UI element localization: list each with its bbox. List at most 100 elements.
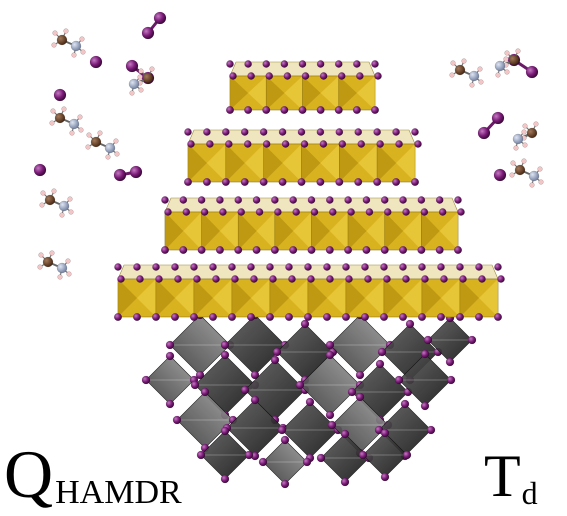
gold-octahedron-shade: [339, 144, 359, 182]
carbon-atom: [514, 164, 526, 176]
gold-octahedron-shade: [225, 144, 245, 182]
iodine-atom: [170, 312, 180, 322]
iodine-atom: [436, 312, 446, 322]
iodine-atom: [316, 60, 325, 68]
iodine-atom: [373, 177, 382, 187]
iodine-atom: [325, 245, 334, 255]
iodine-atom: [437, 263, 445, 271]
dark-octahedron: [423, 313, 477, 367]
nitrogen-atom: [70, 40, 82, 52]
gold-octahedron-highlight: [289, 279, 308, 317]
iodine-atom: [237, 208, 246, 216]
iodine-atom: [208, 312, 218, 322]
iodine-atom: [316, 105, 325, 115]
iodine-atom: [379, 312, 389, 322]
hydrogen-atom: [538, 179, 544, 185]
nitrogen-atom: [68, 118, 80, 130]
iodine-atom: [325, 350, 335, 360]
iodine-atom: [417, 245, 426, 255]
gold-octahedron-highlight: [213, 279, 232, 317]
iodine-atom: [376, 140, 385, 148]
methylammonium-molecule-icon: [37, 250, 72, 280]
iodine-atom: [303, 312, 313, 322]
gold-octahedron-shade: [384, 212, 404, 250]
iodine-atom: [380, 245, 389, 255]
iodine-atom: [153, 11, 167, 25]
iodine-atom: [352, 105, 361, 115]
iodine-atom: [141, 375, 151, 385]
iodine-atom: [477, 126, 491, 140]
iodine-atom: [195, 370, 205, 380]
iodine-atom: [234, 196, 243, 204]
iodine-atom: [383, 275, 391, 283]
iodine-atom: [151, 312, 161, 322]
iodine-atom: [370, 105, 380, 115]
iodine-atom: [354, 177, 363, 187]
gold-layer: [113, 263, 505, 322]
iodine-atom: [399, 245, 408, 255]
iodine-atom: [226, 60, 234, 68]
iodine-atom: [216, 196, 224, 204]
hydrogen-atom: [138, 68, 144, 74]
iodine-atom: [289, 245, 298, 255]
iodine-atom: [325, 340, 335, 350]
iodine-atom: [197, 196, 206, 204]
iodine-atom: [284, 312, 294, 322]
hydrogen-atom: [533, 121, 539, 127]
hydrogen-atom: [49, 250, 55, 256]
iodine-atom: [325, 410, 335, 420]
dark-octahedron: [220, 310, 290, 380]
gold-octahedron-highlight: [244, 144, 264, 182]
iodine-atom: [493, 312, 503, 322]
iodine-atom: [231, 275, 239, 283]
iodine-atom: [459, 275, 467, 283]
gold-octahedron-highlight: [366, 212, 385, 250]
iodine-atom: [307, 245, 316, 255]
hydrogen-atom: [78, 127, 84, 133]
iodine-atom: [258, 457, 268, 467]
iodine-atom: [417, 196, 426, 204]
iodine-atom: [202, 177, 211, 187]
gold-octahedron-shade: [263, 144, 283, 182]
gold-octahedron-highlight: [396, 144, 415, 182]
hydrogen-atom: [522, 142, 528, 148]
iodine-atom: [334, 105, 343, 115]
iodine-atom: [494, 263, 502, 271]
hydrogen-atom: [57, 274, 63, 280]
iodine-atom: [283, 72, 292, 80]
iodine-atom: [337, 72, 346, 80]
iodine-atom: [274, 208, 282, 216]
iodine-atom: [398, 312, 408, 322]
iodine-atom: [200, 208, 209, 216]
hydrogen-atom: [515, 48, 521, 54]
iodine-atom: [209, 263, 217, 271]
iodine-atom: [165, 351, 175, 361]
iodine-atom: [259, 128, 268, 136]
iodine-atom: [491, 111, 505, 125]
iodine-atom: [225, 105, 235, 115]
iodine-atom: [250, 395, 260, 405]
iodine-atom: [117, 275, 125, 283]
iodine-atom: [354, 128, 363, 136]
iodine-atom: [392, 177, 401, 187]
iodine-atom: [247, 72, 255, 80]
iodine-atom: [438, 208, 447, 216]
iodine-atom: [399, 196, 407, 204]
iodine-atom: [400, 399, 410, 409]
label-right-main: T: [484, 443, 521, 509]
hydrogen-atom: [38, 252, 44, 258]
iodine-atom: [335, 128, 344, 136]
iodine-atom: [133, 263, 141, 271]
hydrogen-atom: [68, 209, 74, 215]
gold-octahedron-highlight: [441, 279, 460, 317]
iodine-atom: [298, 60, 307, 68]
hydrogen-atom: [105, 154, 111, 160]
iodine-atom: [89, 55, 103, 69]
iodine-atom: [347, 208, 355, 216]
label-left-main: Q: [4, 436, 54, 512]
iodine-atom: [414, 140, 422, 148]
hydrogen-atom: [113, 138, 119, 144]
dark-octahedron: [358, 428, 412, 482]
iodine-atom: [340, 477, 350, 487]
